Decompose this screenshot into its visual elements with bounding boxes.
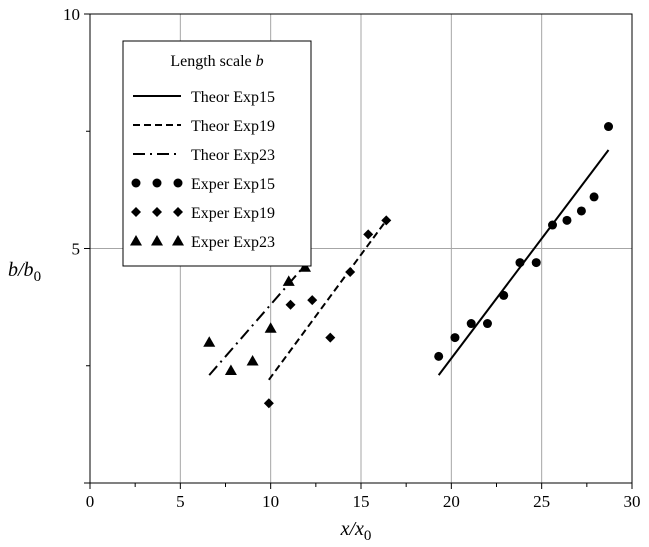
legend-swatch-exper-exp23 bbox=[151, 235, 163, 246]
legend-label-theor-exp15: Theor Exp15 bbox=[191, 89, 275, 106]
legend-label-exper-exp19: Exper Exp19 bbox=[191, 205, 275, 222]
legend-label-theor-exp23: Theor Exp23 bbox=[191, 147, 275, 164]
exper-exp15-point bbox=[589, 192, 599, 202]
legend-swatch-exper-exp19 bbox=[173, 207, 183, 217]
exper-exp19-point bbox=[263, 398, 274, 409]
legend-swatch-exper-exp23 bbox=[130, 235, 142, 246]
legend-label-exper-exp15: Exper Exp15 bbox=[191, 176, 275, 193]
x-tick-label: 10 bbox=[262, 492, 279, 511]
exper-exp23-point bbox=[203, 336, 216, 347]
exper-exp23-point bbox=[246, 355, 259, 366]
x-tick-label: 20 bbox=[443, 492, 460, 511]
x-tick-label: 15 bbox=[353, 492, 370, 511]
exper-exp19-point bbox=[363, 229, 374, 240]
exper-exp23-point bbox=[224, 364, 237, 375]
x-tick-label: 30 bbox=[624, 492, 641, 511]
exper-exp19-point bbox=[285, 299, 296, 310]
legend-label-exper-exp23: Exper Exp23 bbox=[191, 234, 275, 251]
exper-exp15-point bbox=[434, 351, 444, 361]
exper-exp19-point bbox=[307, 295, 318, 306]
exper-exp15-point bbox=[576, 206, 586, 216]
legend-title: Length scale b bbox=[170, 53, 263, 70]
y-axis-label: b/b0 bbox=[8, 259, 41, 285]
legend-swatch-exper-exp15 bbox=[152, 178, 162, 188]
exper-exp19-point bbox=[325, 332, 336, 343]
x-tick-label: 5 bbox=[176, 492, 185, 511]
exper-exp15-point bbox=[450, 333, 460, 343]
exper-exp23-point bbox=[282, 275, 295, 286]
exper-exp19-point bbox=[345, 266, 356, 277]
legend-swatch-exper-exp19 bbox=[152, 207, 162, 217]
exper-exp15-point bbox=[531, 258, 541, 268]
legend-swatch-exper-exp23 bbox=[172, 235, 184, 246]
x-axis-label: x/x0 bbox=[340, 518, 372, 544]
legend-swatch-exper-exp19 bbox=[131, 207, 141, 217]
exper-exp15-point bbox=[466, 319, 476, 329]
exper-exp15-point bbox=[604, 122, 614, 132]
exper-exp15-point bbox=[482, 319, 492, 329]
x-tick-label: 0 bbox=[86, 492, 95, 511]
x-tick-label: 25 bbox=[533, 492, 550, 511]
exper-exp15-point bbox=[562, 215, 572, 225]
y-tick-label: 10 bbox=[63, 5, 80, 24]
legend-swatch-exper-exp15 bbox=[173, 178, 183, 188]
exper-exp23-point bbox=[298, 261, 311, 272]
series-layer bbox=[203, 122, 614, 409]
legend: Length scale b Theor Exp15 Theor Exp19 Theo… bbox=[122, 40, 312, 267]
y-tick-label: 5 bbox=[72, 240, 81, 259]
axis-ticks: 0 5 10 15 20 25 30 5 10 bbox=[63, 5, 641, 511]
exper-exp23-point bbox=[264, 322, 277, 333]
exper-exp15-point bbox=[548, 220, 558, 230]
exper-exp19-point bbox=[381, 215, 392, 226]
exper-exp15-point bbox=[515, 258, 525, 268]
exper-exp15-point bbox=[499, 290, 509, 300]
legend-swatch-exper-exp15 bbox=[131, 178, 141, 188]
legend-label-theor-exp19: Theor Exp19 bbox=[191, 118, 275, 135]
theor-exp19-line bbox=[268, 219, 388, 381]
legend-box bbox=[122, 40, 312, 267]
